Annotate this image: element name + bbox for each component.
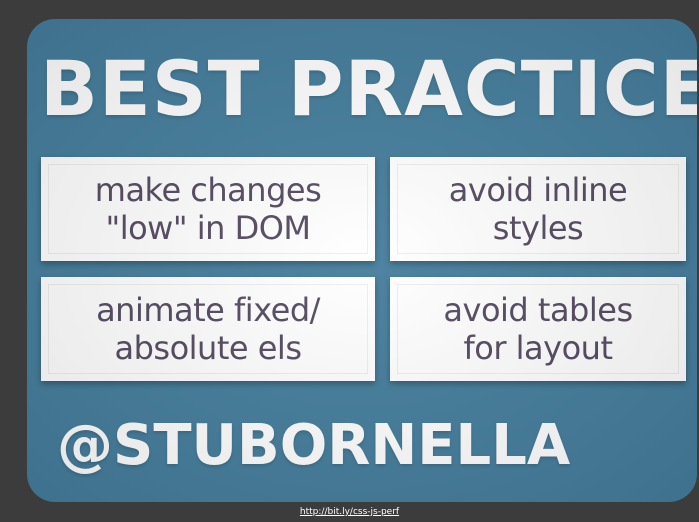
tip-card-text: avoid tables for layout — [443, 291, 633, 367]
slide-title: BEST PRACTICES — [40, 44, 697, 133]
tip-card-avoid-inline-styles: avoid inline styles — [390, 157, 686, 261]
tip-card-avoid-tables: avoid tables for layout — [390, 277, 686, 381]
tip-card-make-changes-low: make changes "low" in DOM — [41, 157, 375, 261]
tip-card-text: make changes "low" in DOM — [94, 171, 322, 247]
twitter-handle: @STUBORNELLA — [57, 413, 571, 478]
tip-card-text: avoid inline styles — [448, 171, 628, 247]
short-url-link[interactable]: http://bit.ly/css-js-perf — [299, 507, 400, 517]
tip-card-text: animate fixed/ absolute els — [96, 291, 320, 367]
tip-card-animate-fixed-absolute: animate fixed/ absolute els — [41, 277, 375, 381]
slide: BEST PRACTICES make changes "low" in DOM… — [27, 19, 697, 502]
